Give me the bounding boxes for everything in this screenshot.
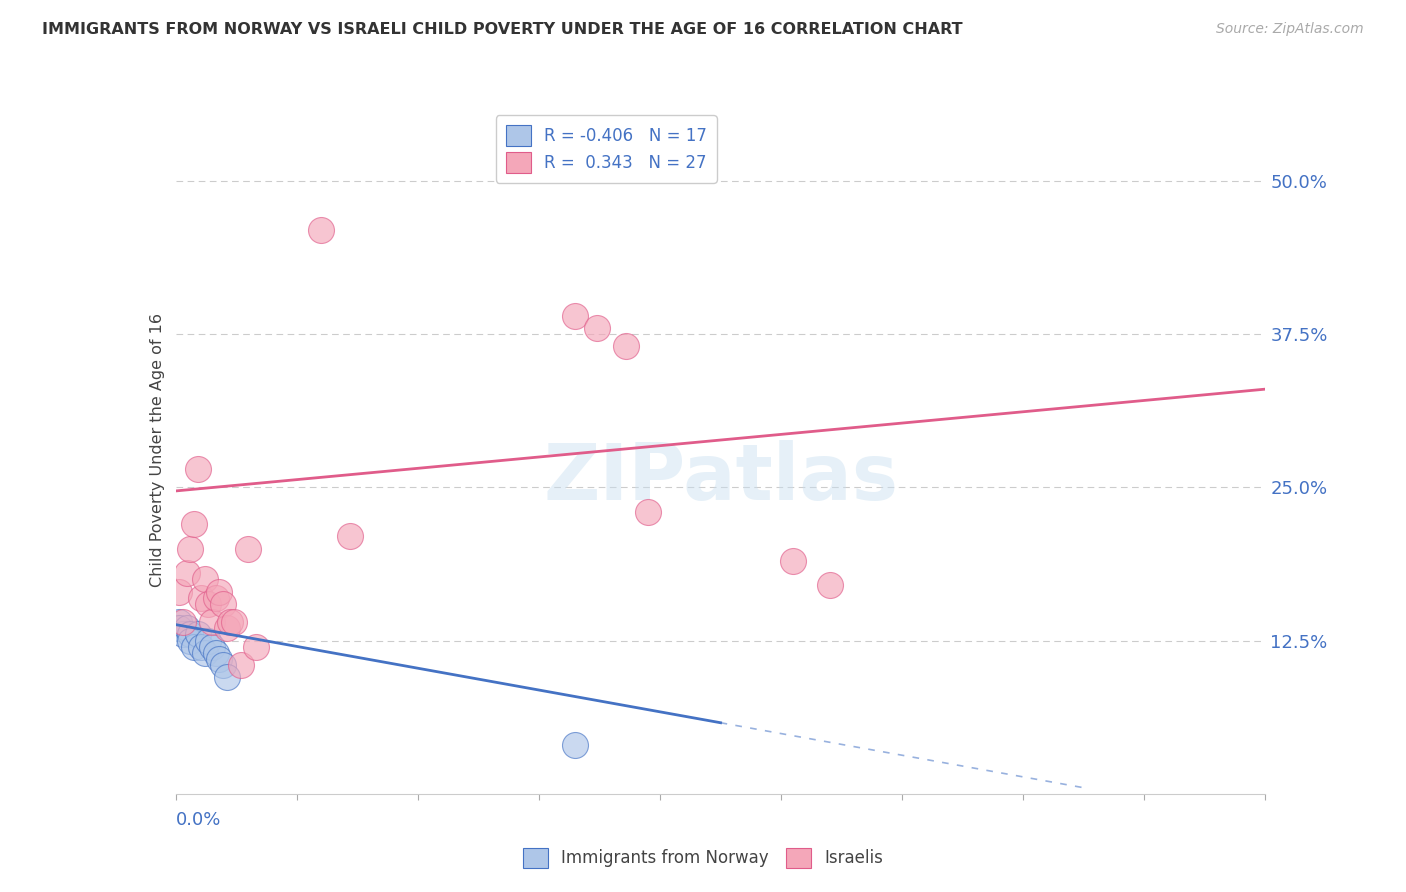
Text: 0.0%: 0.0% xyxy=(176,811,221,829)
Point xyxy=(782,554,804,568)
Point xyxy=(169,615,191,630)
Point xyxy=(564,738,586,752)
Point xyxy=(176,621,198,635)
Point xyxy=(309,222,332,236)
Point xyxy=(183,640,205,654)
Point xyxy=(194,572,217,586)
Point xyxy=(169,584,191,599)
Point xyxy=(212,597,235,611)
Point xyxy=(176,566,198,581)
Point xyxy=(208,652,231,666)
Point xyxy=(179,627,201,641)
Point xyxy=(222,615,245,630)
Point xyxy=(190,591,212,605)
Point xyxy=(186,462,209,476)
Point xyxy=(172,627,194,641)
Point xyxy=(339,529,361,543)
Text: ZIPatlas: ZIPatlas xyxy=(543,440,898,516)
Point xyxy=(219,615,242,630)
Point xyxy=(215,621,238,635)
Legend: Immigrants from Norway, Israelis: Immigrants from Norway, Israelis xyxy=(516,841,890,875)
Point xyxy=(190,640,212,654)
Point xyxy=(215,670,238,684)
Point xyxy=(204,646,226,660)
Point xyxy=(238,541,260,556)
Point xyxy=(212,658,235,673)
Text: Source: ZipAtlas.com: Source: ZipAtlas.com xyxy=(1216,22,1364,37)
Point xyxy=(818,578,841,592)
Point xyxy=(637,505,659,519)
Point xyxy=(245,640,267,654)
Point xyxy=(614,339,637,353)
Legend: R = -0.406   N = 17, R =  0.343   N = 27: R = -0.406 N = 17, R = 0.343 N = 27 xyxy=(495,115,717,183)
Point xyxy=(231,658,253,673)
Point xyxy=(172,615,194,630)
Point xyxy=(183,517,205,532)
Point xyxy=(179,541,201,556)
Point xyxy=(564,309,586,323)
Point xyxy=(179,633,201,648)
Point xyxy=(204,591,226,605)
Point xyxy=(201,640,224,654)
Point xyxy=(208,584,231,599)
Point xyxy=(197,597,219,611)
Point xyxy=(201,615,224,630)
Y-axis label: Child Poverty Under the Age of 16: Child Poverty Under the Age of 16 xyxy=(149,313,165,588)
Point xyxy=(586,321,609,335)
Point xyxy=(186,627,209,641)
Point xyxy=(169,621,191,635)
Text: IMMIGRANTS FROM NORWAY VS ISRAELI CHILD POVERTY UNDER THE AGE OF 16 CORRELATION : IMMIGRANTS FROM NORWAY VS ISRAELI CHILD … xyxy=(42,22,963,37)
Point xyxy=(197,633,219,648)
Point xyxy=(194,646,217,660)
